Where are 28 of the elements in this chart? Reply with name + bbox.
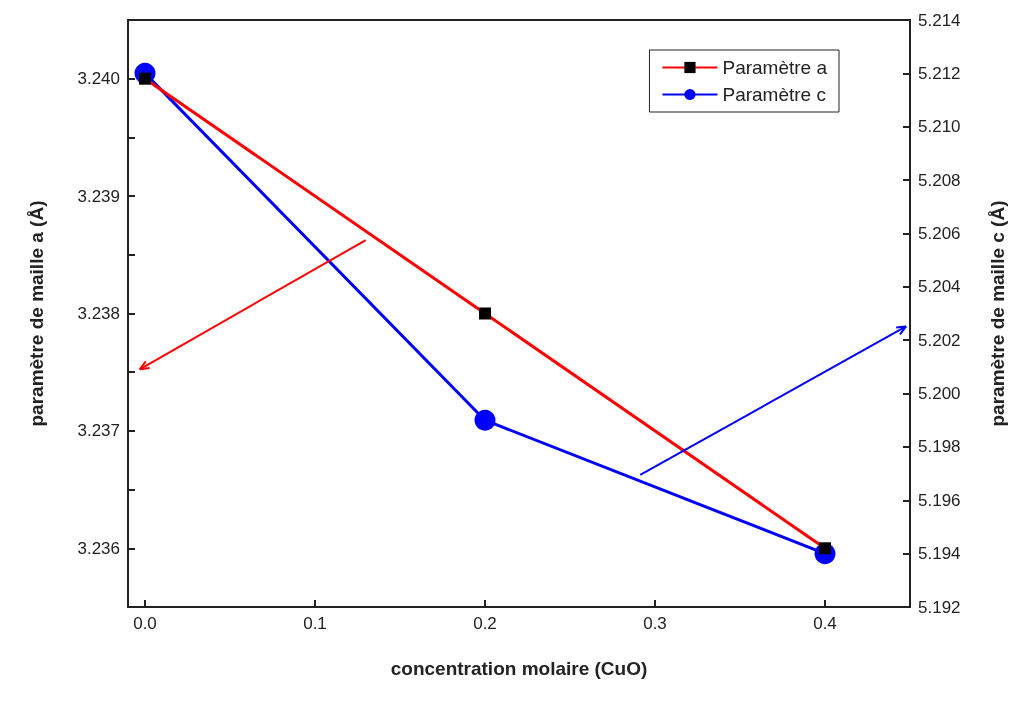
y2-tick-label: 5.202	[918, 330, 961, 350]
x-tick-label: 0.3	[643, 614, 667, 633]
y2-tick-label: 5.208	[918, 170, 961, 190]
y2-axis-title: paramètre de maille c (Å)	[987, 200, 1008, 427]
y2-tick-label: 5.198	[918, 437, 961, 457]
y2-tick-label: 5.200	[918, 384, 961, 404]
y-tick-label: 3.240	[77, 69, 120, 89]
y2-tick-label: 5.196	[918, 490, 961, 510]
y-tick-label: 3.238	[77, 304, 120, 323]
y-tick-label: 3.239	[77, 186, 120, 206]
x-tick-label: 0.0	[133, 614, 157, 633]
x-tick-label: 0.4	[813, 614, 837, 633]
y-tick-label: 3.237	[77, 421, 120, 441]
legend-label: Paramètre c	[722, 84, 826, 105]
y-tick-label: 3.236	[77, 538, 120, 558]
y2-tick-label: 5.194	[918, 544, 961, 564]
x-tick-label: 0.2	[473, 614, 497, 633]
y2-tick-label: 5.212	[918, 63, 961, 83]
point	[474, 409, 496, 431]
y2-tick-label: 5.210	[918, 117, 961, 137]
legend-label: Paramètre a	[722, 57, 828, 78]
x-axis-title: concentration molaire (CuO)	[390, 658, 648, 679]
y2-tick-label: 5.206	[918, 223, 961, 243]
y2-tick-label: 5.214	[918, 10, 961, 30]
y-axis-title: paramètre de maille a (Å)	[26, 200, 47, 427]
y2-tick-label: 5.204	[918, 277, 961, 297]
y2-tick-label: 5.192	[918, 597, 961, 617]
x-tick-label: 0.1	[303, 614, 327, 633]
